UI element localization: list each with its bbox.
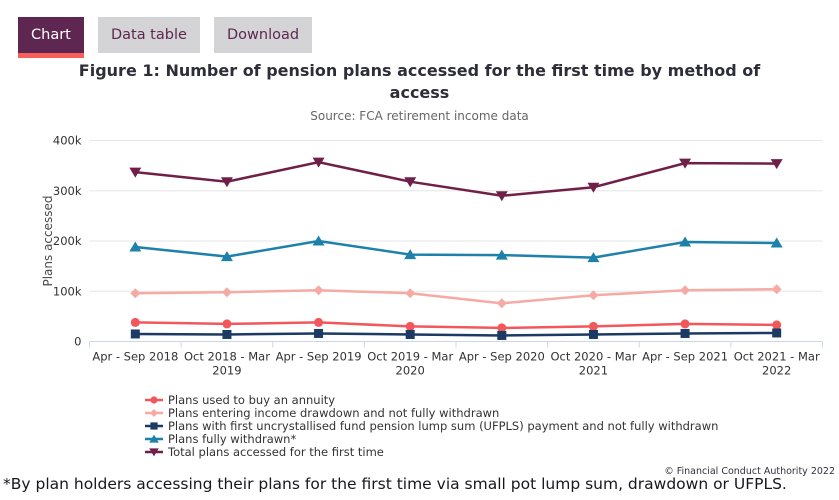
legend-label: Plans with first uncrystallised fund pen…: [168, 418, 719, 433]
legend-label: Plans used to buy an annuity: [168, 392, 336, 407]
triangle-up-marker-icon: [145, 434, 163, 443]
svg-text:400k: 400k: [53, 134, 82, 148]
legend-label: Total plans accessed for the first time: [168, 444, 384, 459]
tab-bar: Chart Data table Download: [18, 17, 321, 58]
series-annuity: [130, 317, 782, 333]
svg-text:0: 0: [74, 335, 81, 349]
svg-text:300k: 300k: [53, 184, 82, 198]
legend-item-fully-withdrawn[interactable]: Plans fully withdrawn*: [145, 431, 718, 446]
series-total: [129, 157, 783, 202]
legend-label: Plans fully withdrawn*: [168, 431, 297, 446]
tab-chart[interactable]: Chart: [18, 17, 84, 58]
tab-data-table[interactable]: Data table: [97, 17, 200, 53]
series-fully-withdrawn: [129, 235, 783, 263]
diamond-marker-icon: [145, 408, 163, 417]
legend-item-drawdown[interactable]: Plans entering income drawdown and not f…: [145, 405, 718, 420]
series-fully-withdrawn-line: [135, 239, 777, 259]
series-ufpls: [130, 328, 782, 340]
svg-text:200k: 200k: [53, 234, 82, 248]
svg-text:Apr - Sep 2020: Apr - Sep 2020: [459, 350, 545, 364]
svg-text:100k: 100k: [53, 284, 82, 298]
triangle-down-marker-icon: [145, 447, 163, 456]
tab-download[interactable]: Download: [214, 17, 313, 53]
svg-text:Apr - Sep 2021: Apr - Sep 2021: [642, 350, 728, 364]
square-marker-icon: [145, 421, 163, 430]
chart-title: Figure 1: Number of pension plans access…: [78, 61, 761, 102]
legend-item-total[interactable]: Total plans accessed for the first time: [145, 444, 718, 459]
series-drawdown-line: [135, 287, 777, 305]
legend-item-annuity[interactable]: Plans used to buy an annuity: [145, 392, 718, 407]
legend-label: Plans entering income drawdown and not f…: [168, 405, 500, 420]
copyright-text: © Financial Conduct Authority 2022: [664, 466, 835, 477]
y-axis-title: Plans accessed: [41, 195, 55, 286]
series-ufpls-line: [135, 331, 777, 337]
series-total-line: [135, 160, 777, 198]
x-axis: Apr - Sep 2018 Oct 2018 - Mar 2019 Apr - Se…: [89, 341, 823, 378]
footnote-text: *By plan holders accessing their plans f…: [3, 475, 787, 493]
series-annuity-line: [135, 321, 777, 330]
chart-svg: 0 100k 200k 300k 400k Plans accessed Apr - Sep…: [41, 134, 823, 378]
chart-legend: Plans used to buy an annuity Plans enteri…: [145, 392, 719, 459]
svg-text:Apr - Sep 2019: Apr - Sep 2019: [276, 350, 362, 364]
series-drawdown: [130, 284, 782, 309]
legend-item-ufpls[interactable]: Plans with first uncrystallised fund pen…: [145, 418, 719, 433]
circle-marker-icon: [145, 395, 163, 404]
line-chart: 0 100k 200k 300k 400k Plans accessed Apr - Sep…: [0, 128, 839, 391]
svg-text:Apr - Sep 2018: Apr - Sep 2018: [92, 350, 178, 364]
chart-subtitle: Source: FCA retirement income data: [310, 109, 529, 123]
